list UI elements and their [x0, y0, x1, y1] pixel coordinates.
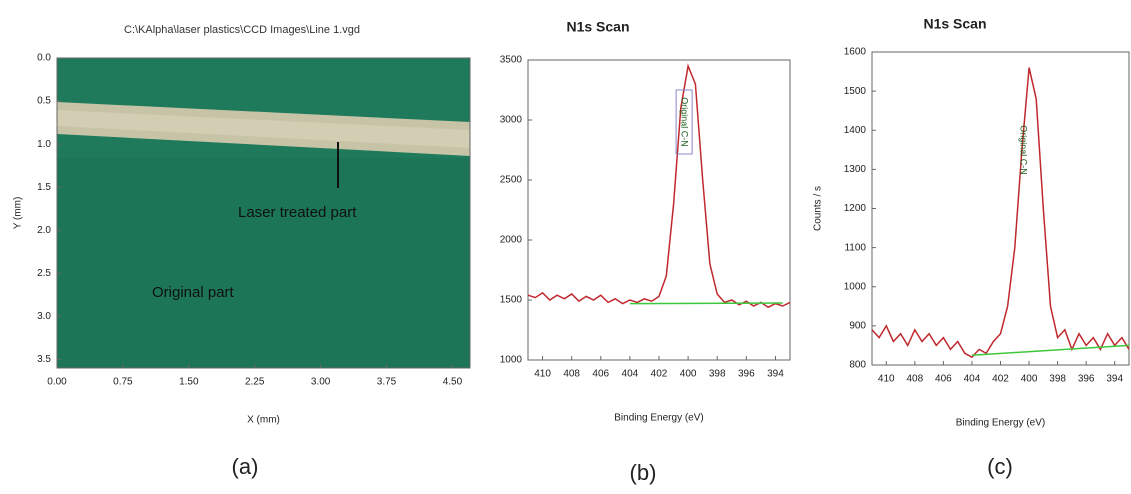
y-tick-label: 1600 — [844, 47, 867, 58]
y-tick-label: 2000 — [500, 235, 523, 246]
x-tick-label: 402 — [992, 374, 1009, 385]
chart-title: N1s Scan — [923, 16, 986, 32]
x-tick-label: 3.75 — [377, 377, 397, 388]
x-tick-label: 0.00 — [47, 377, 67, 388]
x-tick-label: 398 — [709, 369, 726, 380]
y-axis-label: Y (mm) — [13, 197, 24, 230]
series-line — [971, 344, 1130, 356]
x-tick-label: 406 — [592, 369, 609, 380]
x-tick-label: 406 — [935, 374, 952, 385]
y-tick-label: 2500 — [500, 175, 523, 186]
series-line — [527, 63, 791, 309]
annotation: Original part — [152, 284, 235, 301]
x-tick-label: 2.25 — [245, 377, 265, 388]
x-tick-label: 396 — [1078, 374, 1095, 385]
y-tick-label: 0.0 — [37, 53, 51, 64]
x-tick-label: 396 — [738, 369, 755, 380]
x-tick-label: 394 — [1106, 374, 1123, 385]
plot-frame — [56, 57, 471, 369]
y-tick-label: 800 — [849, 360, 866, 371]
y-tick-label: 1500 — [500, 295, 523, 306]
panel-label: (a) — [232, 454, 259, 479]
x-tick-label: 3.00 — [311, 377, 331, 388]
annotation: Original C-N — [680, 97, 690, 147]
y-tick-label: 900 — [849, 321, 866, 332]
x-tick-label: 408 — [563, 369, 580, 380]
y-tick-label: 3.0 — [37, 311, 51, 322]
x-tick-label: 408 — [906, 374, 923, 385]
y-tick-label: 1000 — [844, 281, 867, 292]
x-tick-label: 402 — [651, 369, 668, 380]
y-tick-label: 1100 — [844, 242, 866, 253]
y-tick-label: 3.5 — [37, 354, 51, 365]
x-axis-label: Binding Energy (eV) — [614, 413, 704, 424]
x-axis-label: X (mm) — [247, 415, 280, 426]
x-tick-label: 400 — [1021, 374, 1038, 385]
series-line — [629, 302, 783, 305]
image-shade — [57, 158, 470, 368]
x-axis-label: Binding Energy (eV) — [956, 418, 1046, 429]
x-tick-label: 394 — [767, 369, 784, 380]
x-tick-label: 0.75 — [113, 377, 133, 388]
series-line — [871, 67, 1130, 359]
y-tick-label: 1.5 — [37, 182, 51, 193]
annotation: Original C-N — [1019, 125, 1029, 175]
y-tick-label: 1500 — [844, 86, 867, 97]
y-tick-label: 3500 — [500, 55, 523, 66]
laser-band-texture — [57, 110, 470, 148]
chart-title: C:\KAlpha\laser plastics\CCD Images\Line… — [124, 24, 360, 36]
y-tick-label: 3000 — [500, 115, 523, 126]
x-tick-label: 398 — [1049, 374, 1066, 385]
x-tick-label: 410 — [878, 374, 895, 385]
y-tick-label: 2.5 — [37, 268, 51, 279]
x-tick-label: 4.50 — [443, 377, 463, 388]
plot-frame — [871, 51, 1130, 366]
y-tick-label: 2.0 — [37, 225, 51, 236]
y-tick-label: 1200 — [844, 203, 867, 214]
plot-frame — [527, 59, 791, 361]
panel-label: (b) — [630, 460, 657, 485]
chart-title: N1s Scan — [566, 19, 629, 35]
annotation-box — [675, 89, 693, 155]
y-tick-label: 1400 — [844, 125, 867, 136]
x-tick-label: 404 — [622, 369, 639, 380]
y-tick-label: 0.5 — [37, 96, 51, 107]
y-tick-label: 1.0 — [37, 139, 51, 150]
x-tick-label: 400 — [680, 369, 697, 380]
annotation: Laser treated part — [238, 204, 357, 221]
y-tick-label: 1000 — [500, 355, 523, 366]
y-tick-label: 1300 — [844, 164, 867, 175]
x-tick-label: 410 — [534, 369, 551, 380]
x-tick-label: 1.50 — [179, 377, 199, 388]
y-axis-label: Counts / s — [813, 186, 824, 231]
panel-label: (c) — [987, 454, 1013, 479]
x-tick-label: 404 — [964, 374, 981, 385]
